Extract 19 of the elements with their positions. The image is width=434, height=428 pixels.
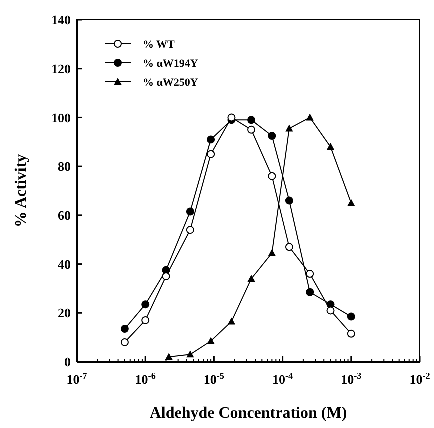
legend-label: % αW194Y (143, 58, 198, 70)
y-tick-label: 60 (58, 208, 71, 223)
x-axis-title: Aldehyde Concentration (M) (150, 405, 348, 422)
x-tick-label: 10$^{-2}$ (410, 371, 431, 387)
y-tick-label: 80 (58, 159, 71, 174)
legend-label: % αW250Y (143, 76, 198, 89)
y-tick-label: 120 (52, 61, 71, 76)
y-tick-label: 140 (52, 12, 71, 28)
y-axis-title: % Activity (13, 154, 30, 228)
x-tick-label: 10$^{-5}$ (204, 371, 225, 387)
x-tick-label: 10$^{-3}$ (341, 371, 362, 387)
y-tick-label: 20 (58, 306, 71, 321)
x-tick-label: 10$^{-6}$ (135, 371, 156, 387)
y-tick-label: 0 (64, 354, 71, 370)
y-tick-label: 40 (58, 256, 71, 272)
x-tick-label: 10$^{-7}$ (66, 371, 88, 387)
legend-label: % WT (143, 38, 176, 51)
x-tick-label: 10$^{-4}$ (272, 371, 294, 387)
y-tick-label: 100 (52, 110, 71, 126)
